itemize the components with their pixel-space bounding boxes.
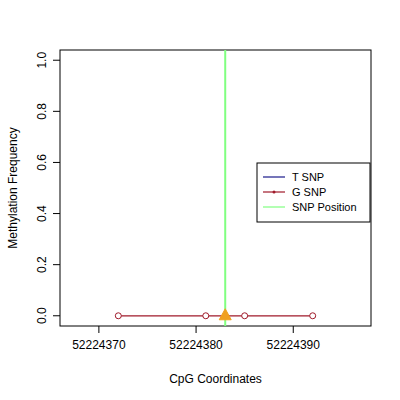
y-tick-label: 0.4 [35, 205, 49, 222]
legend-label: SNP Position [292, 201, 357, 213]
background [0, 0, 400, 400]
x-tick-label: 52224380 [169, 338, 223, 352]
legend-swatch [263, 191, 285, 192]
y-tick [53, 315, 60, 316]
legend: T SNP G SNP SNP Position [257, 163, 370, 222]
x-tick [196, 326, 197, 333]
y-tick-label: 0.6 [35, 154, 49, 171]
y-tick [53, 264, 60, 265]
y-axis-label: Methylation Frequency [6, 127, 20, 248]
y-tick [53, 162, 60, 163]
chart: 52224370 52224380 52224390 0.0 0.2 0.4 0.6 0.8 1… [0, 0, 400, 400]
y-tick-label: 0.2 [35, 256, 49, 273]
x-axis-label: CpG Coordinates [169, 372, 262, 386]
y-tick-label: 0.0 [35, 307, 49, 324]
legend-swatch-marker [273, 191, 276, 194]
legend-label: G SNP [292, 186, 326, 198]
point [242, 313, 248, 319]
y-tick [53, 213, 60, 214]
point [203, 313, 209, 319]
x-tick [293, 326, 294, 333]
legend-swatch [263, 176, 285, 177]
y-tick-label: 0.8 [35, 103, 49, 120]
x-tick [98, 326, 99, 333]
x-tick-label: 52224390 [267, 338, 321, 352]
snp-position-line [224, 50, 226, 326]
legend-label: T SNP [292, 171, 324, 183]
series-line [118, 315, 312, 316]
plot-frame [60, 50, 371, 326]
snp-marker [219, 309, 231, 320]
point [310, 313, 316, 319]
y-tick [53, 111, 60, 112]
y-tick-label: 1.0 [35, 52, 49, 69]
x-tick-label: 52224370 [72, 338, 126, 352]
y-tick [53, 60, 60, 61]
point [115, 313, 121, 319]
legend-swatch [263, 206, 285, 207]
legend-box [257, 163, 370, 222]
